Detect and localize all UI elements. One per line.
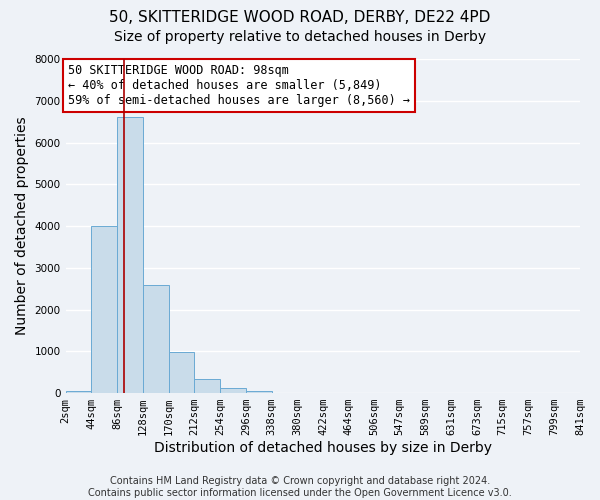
- Text: Size of property relative to detached houses in Derby: Size of property relative to detached ho…: [114, 30, 486, 44]
- X-axis label: Distribution of detached houses by size in Derby: Distribution of detached houses by size …: [154, 441, 492, 455]
- Text: Contains HM Land Registry data © Crown copyright and database right 2024.
Contai: Contains HM Land Registry data © Crown c…: [88, 476, 512, 498]
- Bar: [169, 352, 194, 393]
- Text: 50, SKITTERIDGE WOOD ROAD, DERBY, DE22 4PD: 50, SKITTERIDGE WOOD ROAD, DERBY, DE22 4…: [109, 10, 491, 25]
- Text: 50 SKITTERIDGE WOOD ROAD: 98sqm
← 40% of detached houses are smaller (5,849)
59%: 50 SKITTERIDGE WOOD ROAD: 98sqm ← 40% of…: [68, 64, 410, 107]
- Y-axis label: Number of detached properties: Number of detached properties: [15, 116, 29, 336]
- Bar: [246, 390, 272, 393]
- Bar: [143, 284, 169, 393]
- Bar: [194, 380, 220, 393]
- Bar: [65, 391, 91, 393]
- Bar: [220, 388, 246, 393]
- Bar: [117, 118, 143, 393]
- Bar: [91, 226, 117, 393]
